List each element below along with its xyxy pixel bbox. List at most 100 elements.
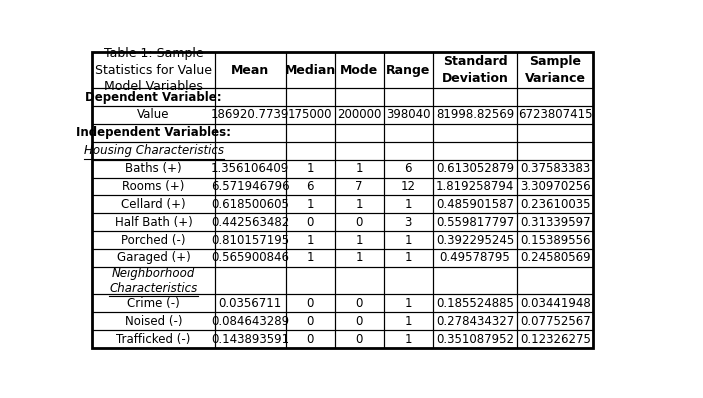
Bar <box>384 53 433 88</box>
Bar <box>433 88 517 106</box>
Bar <box>384 88 433 106</box>
Bar <box>517 295 593 312</box>
Bar <box>433 142 517 160</box>
Bar <box>92 267 215 295</box>
Text: 1: 1 <box>356 234 363 247</box>
Bar <box>433 267 517 295</box>
Text: 1: 1 <box>404 297 412 310</box>
Bar <box>92 213 215 231</box>
Bar <box>384 142 433 160</box>
Bar <box>517 213 593 231</box>
Bar <box>92 178 215 195</box>
Bar <box>433 312 517 330</box>
Text: 1: 1 <box>307 234 314 247</box>
Bar <box>285 267 335 295</box>
Bar <box>517 330 593 348</box>
Text: Noised (-): Noised (-) <box>124 315 182 328</box>
Bar <box>335 295 384 312</box>
Text: 1.819258794: 1.819258794 <box>436 180 514 193</box>
Bar <box>215 178 285 195</box>
Text: 0.49578795: 0.49578795 <box>439 252 510 265</box>
Bar <box>335 195 384 213</box>
Bar <box>92 142 215 160</box>
Text: 0.810157195: 0.810157195 <box>211 234 290 247</box>
Bar <box>517 231 593 249</box>
Text: 3: 3 <box>404 216 412 229</box>
Text: 0.23610035: 0.23610035 <box>520 198 591 211</box>
Bar <box>285 195 335 213</box>
Text: Crime (-): Crime (-) <box>127 297 180 310</box>
Bar <box>335 312 384 330</box>
Bar <box>384 124 433 142</box>
Bar <box>433 124 517 142</box>
Text: Range: Range <box>386 64 430 77</box>
Bar <box>215 249 285 267</box>
Bar <box>517 88 593 106</box>
Bar <box>215 53 285 88</box>
Bar <box>285 178 335 195</box>
Bar <box>92 195 215 213</box>
Bar <box>335 142 384 160</box>
Bar <box>335 160 384 178</box>
Text: 12: 12 <box>401 180 415 193</box>
Bar <box>384 312 433 330</box>
Bar <box>92 312 215 330</box>
Bar <box>92 160 215 178</box>
Bar <box>215 142 285 160</box>
Bar <box>517 124 593 142</box>
Bar <box>384 178 433 195</box>
Bar <box>335 106 384 124</box>
Bar <box>285 106 335 124</box>
Bar <box>335 267 384 295</box>
Text: 398040: 398040 <box>386 108 430 121</box>
Bar <box>384 160 433 178</box>
Text: 0.12326275: 0.12326275 <box>520 333 591 345</box>
Text: Standard
Deviation: Standard Deviation <box>441 55 508 85</box>
Text: Baths (+): Baths (+) <box>125 162 182 175</box>
Text: 1: 1 <box>307 252 314 265</box>
Text: 0: 0 <box>356 333 363 345</box>
Text: 1.356106409: 1.356106409 <box>211 162 290 175</box>
Bar <box>215 88 285 106</box>
Bar <box>384 295 433 312</box>
Bar <box>92 295 215 312</box>
Text: Mode: Mode <box>340 64 378 77</box>
Bar <box>433 178 517 195</box>
Bar <box>517 312 593 330</box>
Text: 0.351087952: 0.351087952 <box>436 333 514 345</box>
Bar <box>285 142 335 160</box>
Text: 0.15389556: 0.15389556 <box>520 234 591 247</box>
Text: 0.442563482: 0.442563482 <box>211 216 290 229</box>
Text: 1: 1 <box>356 252 363 265</box>
Text: 81998.82569: 81998.82569 <box>436 108 514 121</box>
Bar <box>384 195 433 213</box>
Bar <box>384 231 433 249</box>
Bar <box>215 330 285 348</box>
Bar <box>517 53 593 88</box>
Text: Median: Median <box>285 64 336 77</box>
Bar <box>384 213 433 231</box>
Text: Neighborhood
Characteristics: Neighborhood Characteristics <box>110 267 198 295</box>
Text: 6: 6 <box>307 180 314 193</box>
Text: 200000: 200000 <box>337 108 382 121</box>
Bar <box>215 267 285 295</box>
Text: 0.37583383: 0.37583383 <box>520 162 591 175</box>
Text: Trafficked (-): Trafficked (-) <box>116 333 191 345</box>
Bar <box>215 295 285 312</box>
Text: 1: 1 <box>307 198 314 211</box>
Bar <box>215 312 285 330</box>
Bar <box>215 195 285 213</box>
Bar <box>517 160 593 178</box>
Text: Independent Variables:: Independent Variables: <box>76 126 231 139</box>
Text: Sample
Variance: Sample Variance <box>525 55 586 85</box>
Bar <box>433 213 517 231</box>
Bar <box>433 330 517 348</box>
Text: 1: 1 <box>307 162 314 175</box>
Bar <box>215 124 285 142</box>
Bar <box>517 106 593 124</box>
Bar <box>285 160 335 178</box>
Bar <box>433 249 517 267</box>
Bar <box>517 142 593 160</box>
Text: 6: 6 <box>404 162 412 175</box>
Bar <box>433 53 517 88</box>
